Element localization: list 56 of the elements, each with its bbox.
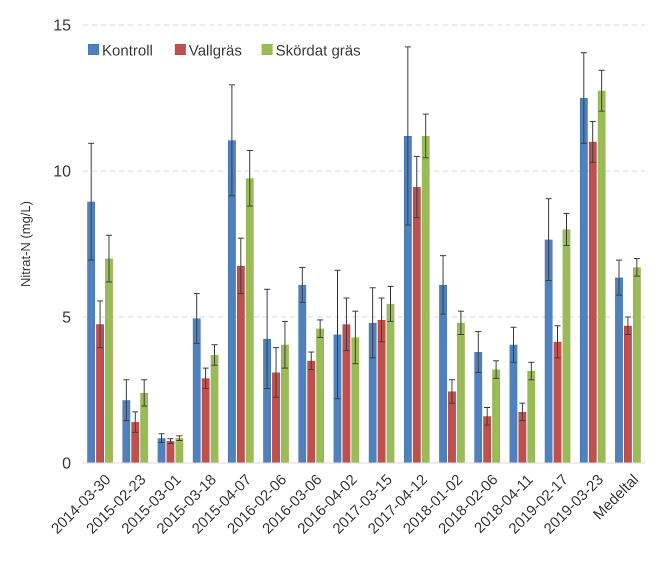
y-tick-label: 5 xyxy=(62,310,72,327)
legend-label: Kontroll xyxy=(102,42,153,60)
bar xyxy=(562,229,570,463)
bar xyxy=(87,202,96,463)
legend-label: Skördat gräs xyxy=(276,42,361,60)
y-tick-label: 15 xyxy=(53,18,72,35)
bar xyxy=(624,326,632,463)
bar xyxy=(228,140,236,463)
bar xyxy=(527,371,536,463)
bar xyxy=(510,344,518,463)
bar xyxy=(246,178,254,463)
bar xyxy=(448,391,456,463)
bar xyxy=(192,318,201,463)
bar xyxy=(632,267,641,463)
bar xyxy=(378,320,386,463)
bar xyxy=(544,240,553,463)
bar xyxy=(351,337,360,463)
bar xyxy=(175,438,184,463)
bar xyxy=(202,378,210,463)
y-tick-label: 0 xyxy=(62,456,72,473)
bar xyxy=(412,187,421,463)
bar xyxy=(368,322,377,463)
bar xyxy=(342,324,350,463)
bar xyxy=(166,441,174,463)
bar xyxy=(554,342,562,463)
bar xyxy=(298,284,306,463)
bar xyxy=(439,284,447,463)
bar xyxy=(122,400,130,463)
bar xyxy=(474,352,482,463)
bar xyxy=(140,392,148,463)
bar xyxy=(386,304,394,463)
bar xyxy=(518,412,526,463)
bar xyxy=(456,322,465,463)
bar xyxy=(316,328,324,463)
bar xyxy=(236,266,245,463)
bar xyxy=(483,416,492,463)
bar xyxy=(307,360,316,463)
bar xyxy=(404,136,412,463)
bar xyxy=(615,278,623,463)
bar xyxy=(492,370,500,463)
bar xyxy=(272,372,280,463)
bar xyxy=(263,338,272,463)
legend-label: Vallgräs xyxy=(188,42,242,60)
bar xyxy=(422,136,430,463)
bar xyxy=(158,438,166,463)
bar xyxy=(598,90,606,463)
bar xyxy=(281,344,289,463)
bar xyxy=(131,422,140,463)
y-tick-label: 10 xyxy=(53,164,72,181)
bar xyxy=(96,324,104,463)
bar xyxy=(105,258,113,463)
y-axis-title: Nitrat-N (mg/L) xyxy=(18,201,33,287)
bar xyxy=(588,142,597,463)
bar xyxy=(210,354,218,463)
bar xyxy=(580,98,588,463)
bar xyxy=(334,334,342,463)
